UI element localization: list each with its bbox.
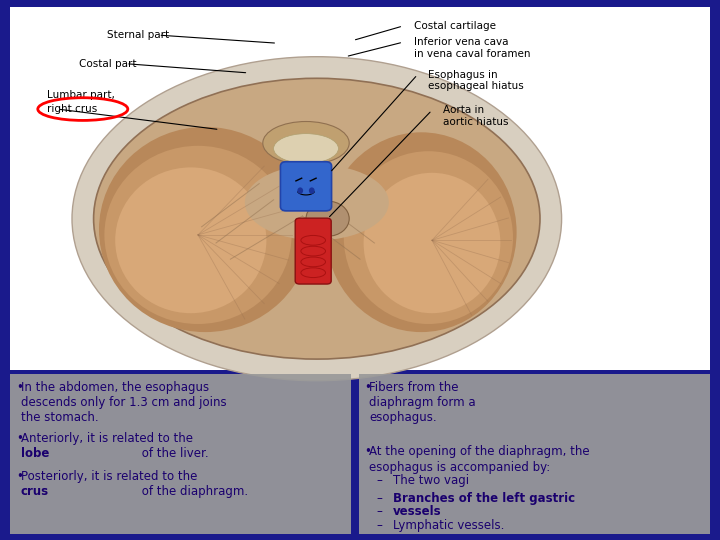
Text: diaphragm form a: diaphragm form a — [369, 396, 480, 409]
Text: Sternal part: Sternal part — [107, 30, 169, 40]
Ellipse shape — [115, 167, 266, 313]
Text: Aorta in: Aorta in — [443, 105, 484, 115]
Text: In the abdomen, the esophagus: In the abdomen, the esophagus — [21, 381, 209, 394]
Ellipse shape — [364, 173, 500, 313]
Text: Inferior vena cava: Inferior vena cava — [414, 37, 508, 47]
Text: Posteriorly, it is related to the: Posteriorly, it is related to the — [21, 470, 201, 483]
Text: •: • — [16, 381, 23, 394]
Text: Costal cartilage: Costal cartilage — [414, 21, 496, 31]
Text: of the liver.: of the liver. — [138, 447, 209, 460]
Text: of the diaphragm.: of the diaphragm. — [138, 485, 248, 498]
Text: Anteriorly, it is related to the: Anteriorly, it is related to the — [21, 432, 197, 445]
Ellipse shape — [99, 127, 311, 332]
Text: aortic hiatus: aortic hiatus — [443, 117, 508, 127]
Text: The two vagi: The two vagi — [393, 474, 469, 487]
Ellipse shape — [309, 187, 315, 194]
Text: –: – — [377, 492, 382, 505]
Ellipse shape — [72, 57, 562, 381]
Text: At the opening of the diaphragm, the: At the opening of the diaphragm, the — [369, 446, 590, 458]
Text: esophagus.: esophagus. — [369, 411, 437, 424]
Text: –: – — [377, 519, 382, 532]
Text: crus: crus — [21, 485, 49, 498]
Ellipse shape — [306, 201, 349, 237]
Bar — [10, 374, 351, 534]
Text: •: • — [364, 381, 372, 394]
Text: the stomach.: the stomach. — [21, 411, 99, 424]
Ellipse shape — [245, 165, 389, 240]
Bar — [10, 7, 710, 370]
Text: Costal part: Costal part — [79, 59, 137, 69]
Text: –: – — [377, 474, 382, 487]
Text: –: – — [377, 505, 382, 518]
FancyBboxPatch shape — [280, 162, 331, 211]
Bar — [359, 374, 710, 534]
Text: esophagus is accompanied by:: esophagus is accompanied by: — [369, 461, 551, 474]
Text: descends only for 1.3 cm and joins: descends only for 1.3 cm and joins — [21, 396, 227, 409]
Text: •: • — [364, 446, 372, 458]
Ellipse shape — [297, 187, 303, 194]
Ellipse shape — [325, 132, 517, 332]
Ellipse shape — [94, 78, 540, 359]
Text: Lymphatic vessels.: Lymphatic vessels. — [393, 519, 505, 532]
Ellipse shape — [274, 133, 338, 163]
Ellipse shape — [104, 146, 292, 324]
Text: esophageal hiatus: esophageal hiatus — [428, 82, 524, 91]
Ellipse shape — [344, 151, 513, 324]
Text: •: • — [16, 470, 23, 483]
Text: in vena caval foramen: in vena caval foramen — [414, 49, 531, 59]
Text: right crus: right crus — [47, 104, 97, 114]
Text: •: • — [16, 432, 23, 445]
Text: Fibers from the: Fibers from the — [369, 381, 463, 394]
Text: vessels: vessels — [393, 505, 442, 518]
Ellipse shape — [263, 122, 349, 165]
FancyBboxPatch shape — [295, 218, 331, 284]
Text: Esophagus in: Esophagus in — [428, 70, 498, 79]
Text: lobe: lobe — [21, 447, 49, 460]
Text: Lumbar part,: Lumbar part, — [47, 90, 114, 99]
Text: Branches of the left gastric: Branches of the left gastric — [393, 492, 575, 505]
